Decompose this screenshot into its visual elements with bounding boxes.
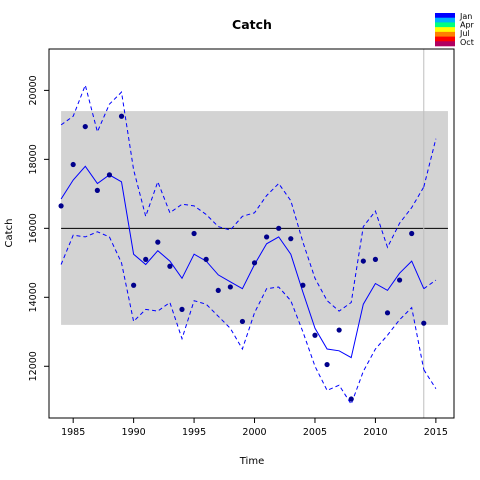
y-tick-label: 12000 <box>28 351 39 381</box>
lower-bound-line <box>60 231 425 406</box>
observed-point <box>324 361 330 368</box>
observed-point <box>384 310 391 316</box>
x-tick-label: 2010 <box>363 427 387 438</box>
legend-label: Jul <box>459 29 470 38</box>
observed-point <box>215 287 221 294</box>
x-tick-label: 1990 <box>122 427 146 438</box>
plot-frame <box>48 48 455 419</box>
x-tick-label: 2000 <box>242 427 266 438</box>
x-tick-label: 2005 <box>303 427 327 438</box>
observed-point <box>396 277 403 283</box>
observed-point <box>239 318 246 325</box>
band-layer <box>61 49 448 418</box>
forecast-fit-line <box>423 279 437 290</box>
y-tick-label: 16000 <box>28 213 39 243</box>
observed-point <box>421 320 427 326</box>
x-tick-label: 1995 <box>182 427 206 438</box>
y-axis: 12000 14000 16000 18000 20000 <box>28 75 49 381</box>
legend-swatch <box>435 31 455 37</box>
observed-point <box>131 282 137 288</box>
x-axis-label: Time <box>239 456 264 467</box>
forecast-upper-line <box>423 138 437 188</box>
upper-bound-line <box>60 83 425 312</box>
legend-swatch <box>435 13 455 19</box>
y-tick-label: 14000 <box>28 282 39 312</box>
observed-point <box>118 113 125 119</box>
legend-swatch <box>435 17 455 23</box>
observed-point <box>191 230 197 237</box>
observed-point <box>312 332 318 338</box>
observed-point <box>227 284 233 290</box>
observed-point <box>70 161 76 168</box>
reference-band <box>61 111 448 325</box>
observed-point <box>264 234 270 240</box>
lines-layer <box>60 83 437 406</box>
legend-swatch <box>435 41 455 47</box>
y-tick-label: 20000 <box>28 75 39 105</box>
observed-point <box>82 123 88 130</box>
x-tick-label: 2015 <box>424 427 448 438</box>
observed-point <box>300 282 306 288</box>
observed-point <box>155 239 161 245</box>
legend-label: Apr <box>460 21 475 30</box>
observed-point <box>143 256 149 262</box>
observed-point <box>58 203 64 209</box>
x-axis: 1985 1990 1995 2000 2005 2010 2015 <box>61 418 448 438</box>
observed-point <box>288 236 294 242</box>
fitted-line <box>60 165 425 359</box>
legend-swatch <box>435 22 455 28</box>
observed-point <box>94 187 100 193</box>
observed-point <box>409 230 415 237</box>
observed-point <box>106 172 113 178</box>
y-tick-label: 18000 <box>28 144 39 174</box>
observed-point <box>203 256 209 262</box>
observed-point <box>336 327 342 333</box>
observed-point <box>276 225 282 231</box>
observed-point <box>360 258 366 264</box>
points-layer <box>58 113 427 402</box>
observed-point <box>372 256 379 262</box>
observed-point <box>179 306 185 312</box>
legend-label: Oct <box>460 38 474 47</box>
forecast-lower-line <box>423 369 437 389</box>
legend-swatch <box>435 27 455 33</box>
observed-point <box>251 260 258 266</box>
legend-swatch <box>435 36 455 42</box>
x-tick-label: 1985 <box>61 427 85 438</box>
observed-point <box>167 263 173 269</box>
y-axis-label: Catch <box>4 219 15 248</box>
observed-point <box>348 396 354 402</box>
legend-label: Jan <box>459 12 472 21</box>
chart-title: Catch <box>232 17 272 32</box>
